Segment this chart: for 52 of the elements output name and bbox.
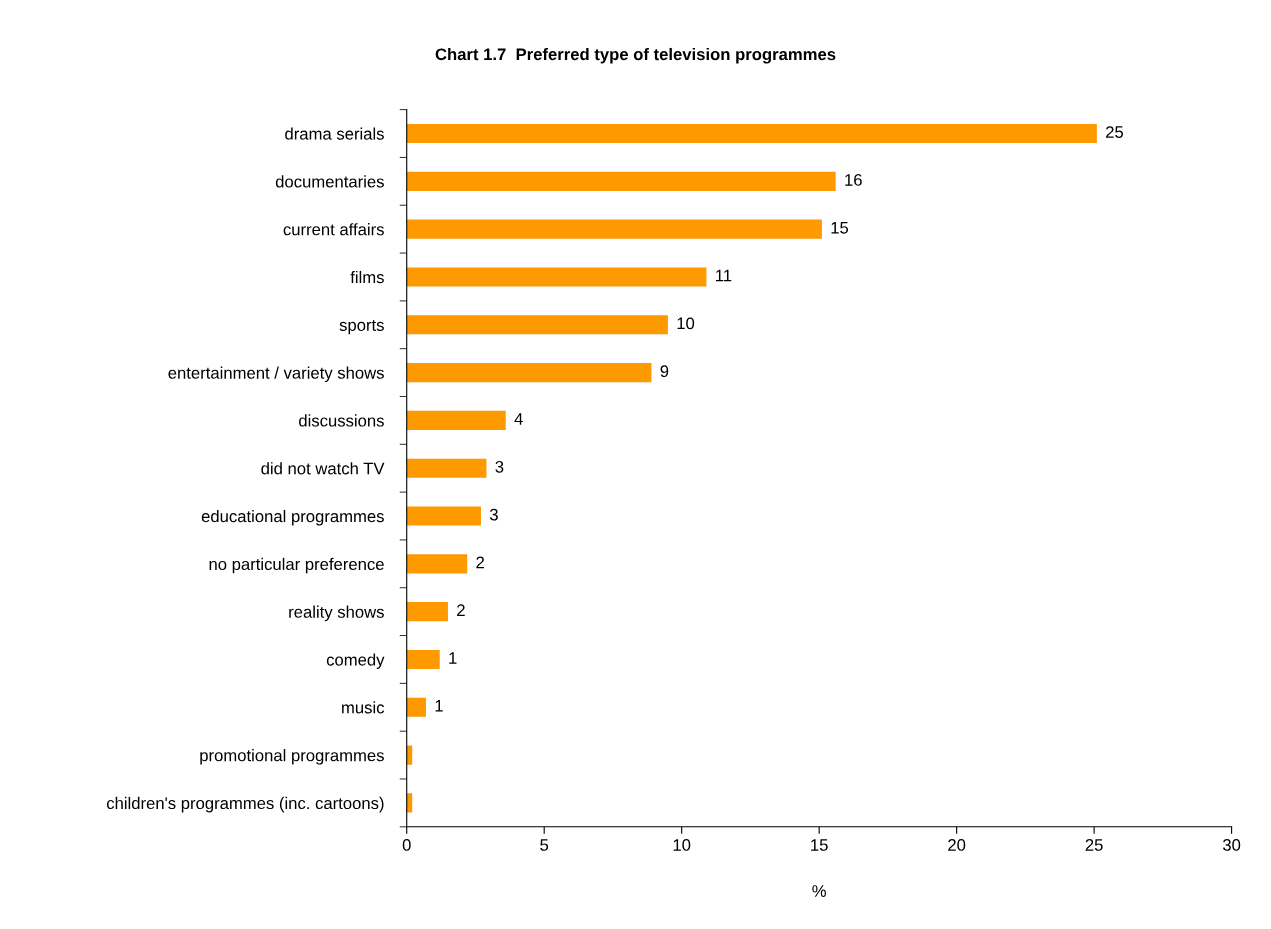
- bar: [406, 363, 652, 383]
- data-label: 15: [831, 222, 849, 234]
- x-tick-label: 0: [402, 839, 411, 851]
- x-tick-label: 15: [811, 839, 828, 851]
- bar: [406, 123, 1097, 144]
- y-tick-label: discussions: [299, 414, 384, 427]
- bar: [406, 219, 822, 239]
- bar: [406, 793, 413, 813]
- bar: [406, 649, 440, 670]
- x-tick-label: 5: [540, 839, 549, 851]
- y-tick-label: educational programmes: [201, 509, 384, 526]
- data-label: 1: [449, 652, 457, 664]
- data-label: 2: [457, 604, 465, 616]
- data-label: 4: [514, 413, 523, 425]
- bar: [406, 171, 836, 191]
- bar: [406, 602, 448, 622]
- data-label: 11: [716, 269, 732, 282]
- y-tick-label: drama serials: [285, 127, 384, 140]
- bar: [406, 458, 487, 478]
- data-label: 3: [495, 460, 504, 473]
- x-tick-label: 25: [1085, 839, 1103, 851]
- y-tick-label: did not watch TV: [261, 462, 385, 475]
- data-label: 2: [476, 556, 484, 569]
- y-tick-label: sports: [339, 320, 384, 335]
- y-tick-label: no particular preference: [209, 557, 384, 574]
- x-tick-label: 20: [948, 839, 966, 851]
- bar: [406, 267, 707, 287]
- data-label: 1: [435, 700, 443, 712]
- y-tick-label: music: [342, 701, 385, 714]
- bar: [406, 506, 481, 526]
- data-label: 25: [1106, 126, 1124, 138]
- x-tick-label: 30: [1222, 839, 1241, 851]
- y-tick-label: children's programmes (inc. cartoons): [106, 796, 384, 813]
- y-tick-label: current affairs: [283, 223, 384, 236]
- data-label: 16: [845, 174, 862, 186]
- data-label: 10: [677, 317, 695, 330]
- x-axis-title: %: [812, 885, 826, 897]
- y-tick-label: reality shows: [289, 605, 384, 622]
- y-tick-label: films: [350, 270, 384, 284]
- bar: [406, 315, 668, 335]
- data-label: 3: [489, 508, 498, 521]
- chart-title: Chart 1.7 Preferred type of television programmes: [435, 47, 836, 64]
- bar: [406, 745, 413, 765]
- bar: [406, 697, 426, 717]
- bar: [406, 554, 468, 574]
- y-tick-label: documentaries: [275, 175, 384, 188]
- x-tick-label: 10: [673, 839, 691, 851]
- y-tick-label: promotional programmes: [200, 749, 384, 765]
- y-tick-label: entertainment / variety shows: [168, 366, 384, 383]
- bar: [406, 410, 506, 430]
- data-label: 9: [660, 365, 669, 378]
- y-tick-label: comedy: [326, 653, 385, 669]
